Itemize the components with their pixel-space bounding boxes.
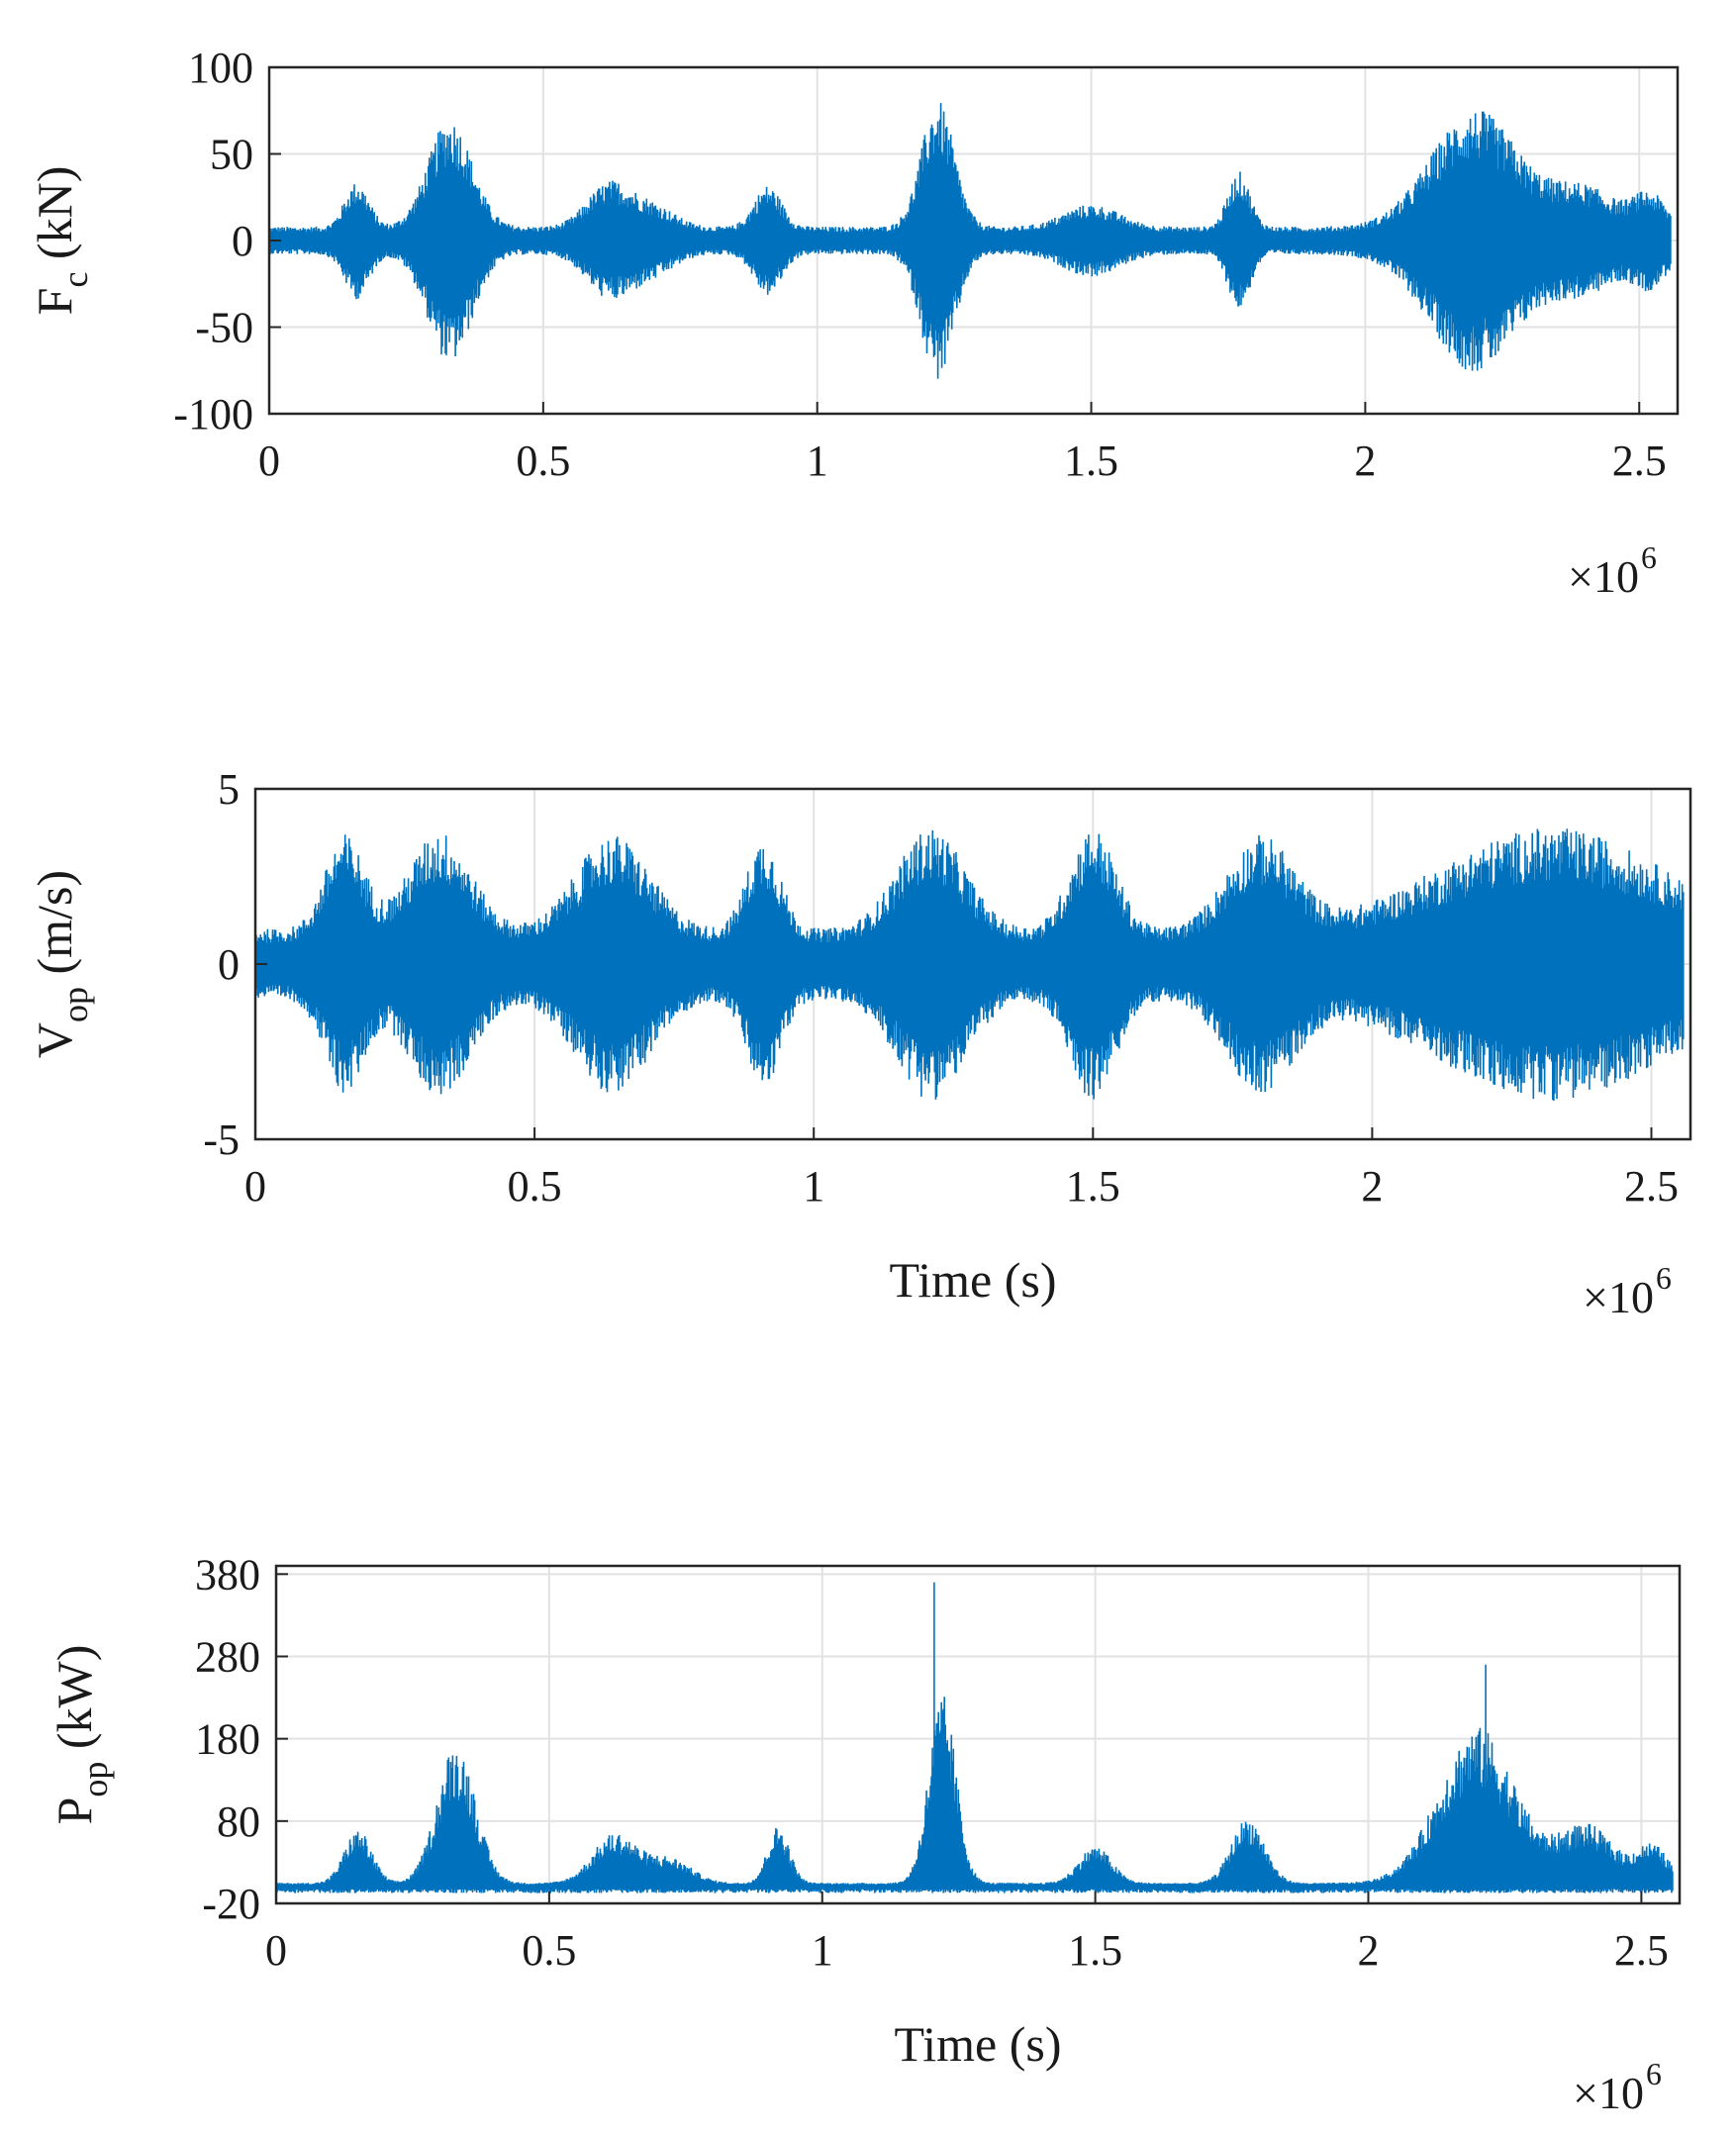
y-axis-label-subscript: c [55, 272, 95, 288]
y-tick-label: 380 [195, 1550, 260, 1599]
signal-trace [268, 103, 1672, 379]
y-tick-label: 0 [218, 940, 240, 989]
y-tick-label: 50 [210, 131, 253, 179]
y-axis-label: Fc (kN) [27, 166, 95, 316]
y-tick-label: 180 [195, 1715, 260, 1764]
x-axis-exponent-power: 6 [1646, 2057, 1662, 2091]
y-tick-label: -20 [202, 1880, 260, 1928]
y-tick-label: 100 [188, 44, 253, 92]
x-axis-exponent: ×10 [1583, 1272, 1654, 1322]
x-tick-label: 0 [258, 437, 280, 485]
x-axis-exponent: ×10 [1568, 551, 1639, 602]
y-tick-label: -5 [203, 1116, 240, 1164]
x-tick-label: 1.5 [1066, 1162, 1120, 1211]
x-tick-label: 1 [807, 437, 828, 485]
y-tick-label: 5 [218, 765, 240, 814]
y-axis-label-subscript: op [55, 987, 95, 1022]
y-axis-label-unit: (kW) [47, 1645, 102, 1762]
x-tick-label: 2 [1358, 1926, 1380, 1975]
force-chart-panel: 0 0.5 1 1.5 2 2.5 -100 -50 0 50 100 Fc (kN) ×10 6 [27, 44, 1680, 602]
axes-box [274, 1564, 1682, 1905]
x-tick-label: 0 [244, 1162, 266, 1211]
y-axis-label: Pop (kW) [47, 1645, 115, 1825]
y-axis-label-symbol: P [47, 1797, 102, 1825]
y-axis-label-unit: (m/s) [27, 870, 82, 987]
x-tick-label: 2.5 [1612, 437, 1667, 485]
x-tick-label: 0.5 [522, 1926, 576, 1975]
x-tick-label: 2.5 [1614, 1926, 1669, 1975]
y-axis-label-symbol: V [27, 1022, 82, 1058]
y-tick-label: 80 [217, 1797, 260, 1846]
power-chart-panel: 0 0.5 1 1.5 2 2.5 -20 80 180 280 380 Pop (kW) Time (… [47, 1550, 1682, 2118]
x-tick-label: 2.5 [1624, 1162, 1679, 1211]
signal-trace [254, 828, 1685, 1102]
y-tick-label: 280 [195, 1632, 260, 1681]
x-tick-label: 1 [812, 1926, 833, 1975]
x-tick-label: 0.5 [508, 1162, 562, 1211]
x-axis-label: Time (s) [894, 2016, 1061, 2072]
x-tick-label: 1.5 [1064, 437, 1118, 485]
y-tick-label: -100 [173, 390, 253, 438]
x-axis-exponent-power: 6 [1641, 540, 1657, 575]
x-tick-label: 1.5 [1068, 1926, 1122, 1975]
y-axis-label-subscript: op [75, 1762, 115, 1797]
y-axis-label-symbol: F [27, 288, 82, 316]
x-axis-exponent: ×10 [1573, 2068, 1644, 2118]
y-axis-label: Vop (m/s) [27, 870, 95, 1058]
x-tick-label: 0 [265, 1926, 287, 1975]
x-tick-label: 1 [803, 1162, 824, 1211]
x-tick-label: 0.5 [516, 437, 570, 485]
y-axis-label-unit: (kN) [27, 166, 82, 272]
y-tick-label: -50 [195, 304, 253, 352]
signal-trace [275, 1582, 1674, 1893]
x-tick-label: 2 [1354, 437, 1376, 485]
x-tick-label: 2 [1361, 1162, 1383, 1211]
x-axis-label: Time (s) [889, 1252, 1056, 1308]
x-axis-exponent-power: 6 [1656, 1261, 1672, 1296]
y-tick-label: 0 [232, 217, 253, 265]
